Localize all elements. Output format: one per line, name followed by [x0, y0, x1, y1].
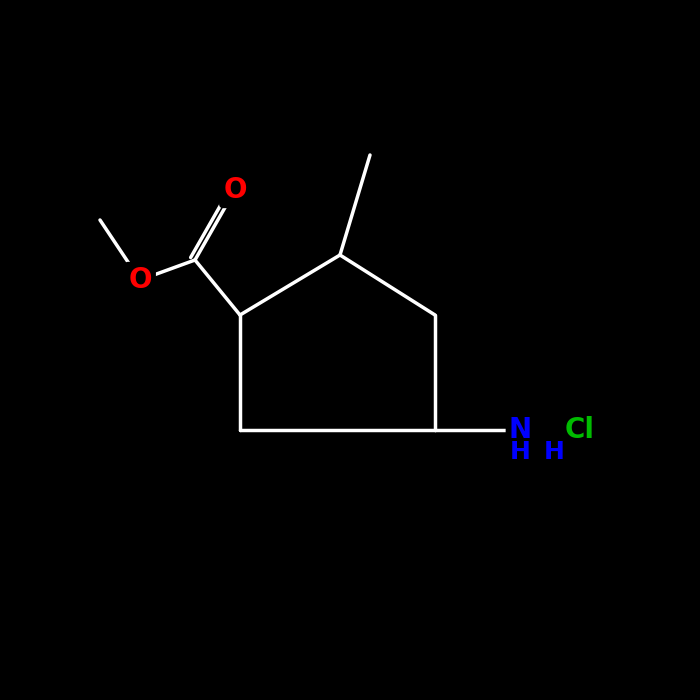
- Text: Cl: Cl: [565, 416, 595, 444]
- Text: O: O: [128, 266, 152, 294]
- Text: H: H: [510, 440, 531, 464]
- Text: H: H: [544, 440, 564, 464]
- Text: N: N: [508, 416, 531, 444]
- Text: O: O: [223, 176, 246, 204]
